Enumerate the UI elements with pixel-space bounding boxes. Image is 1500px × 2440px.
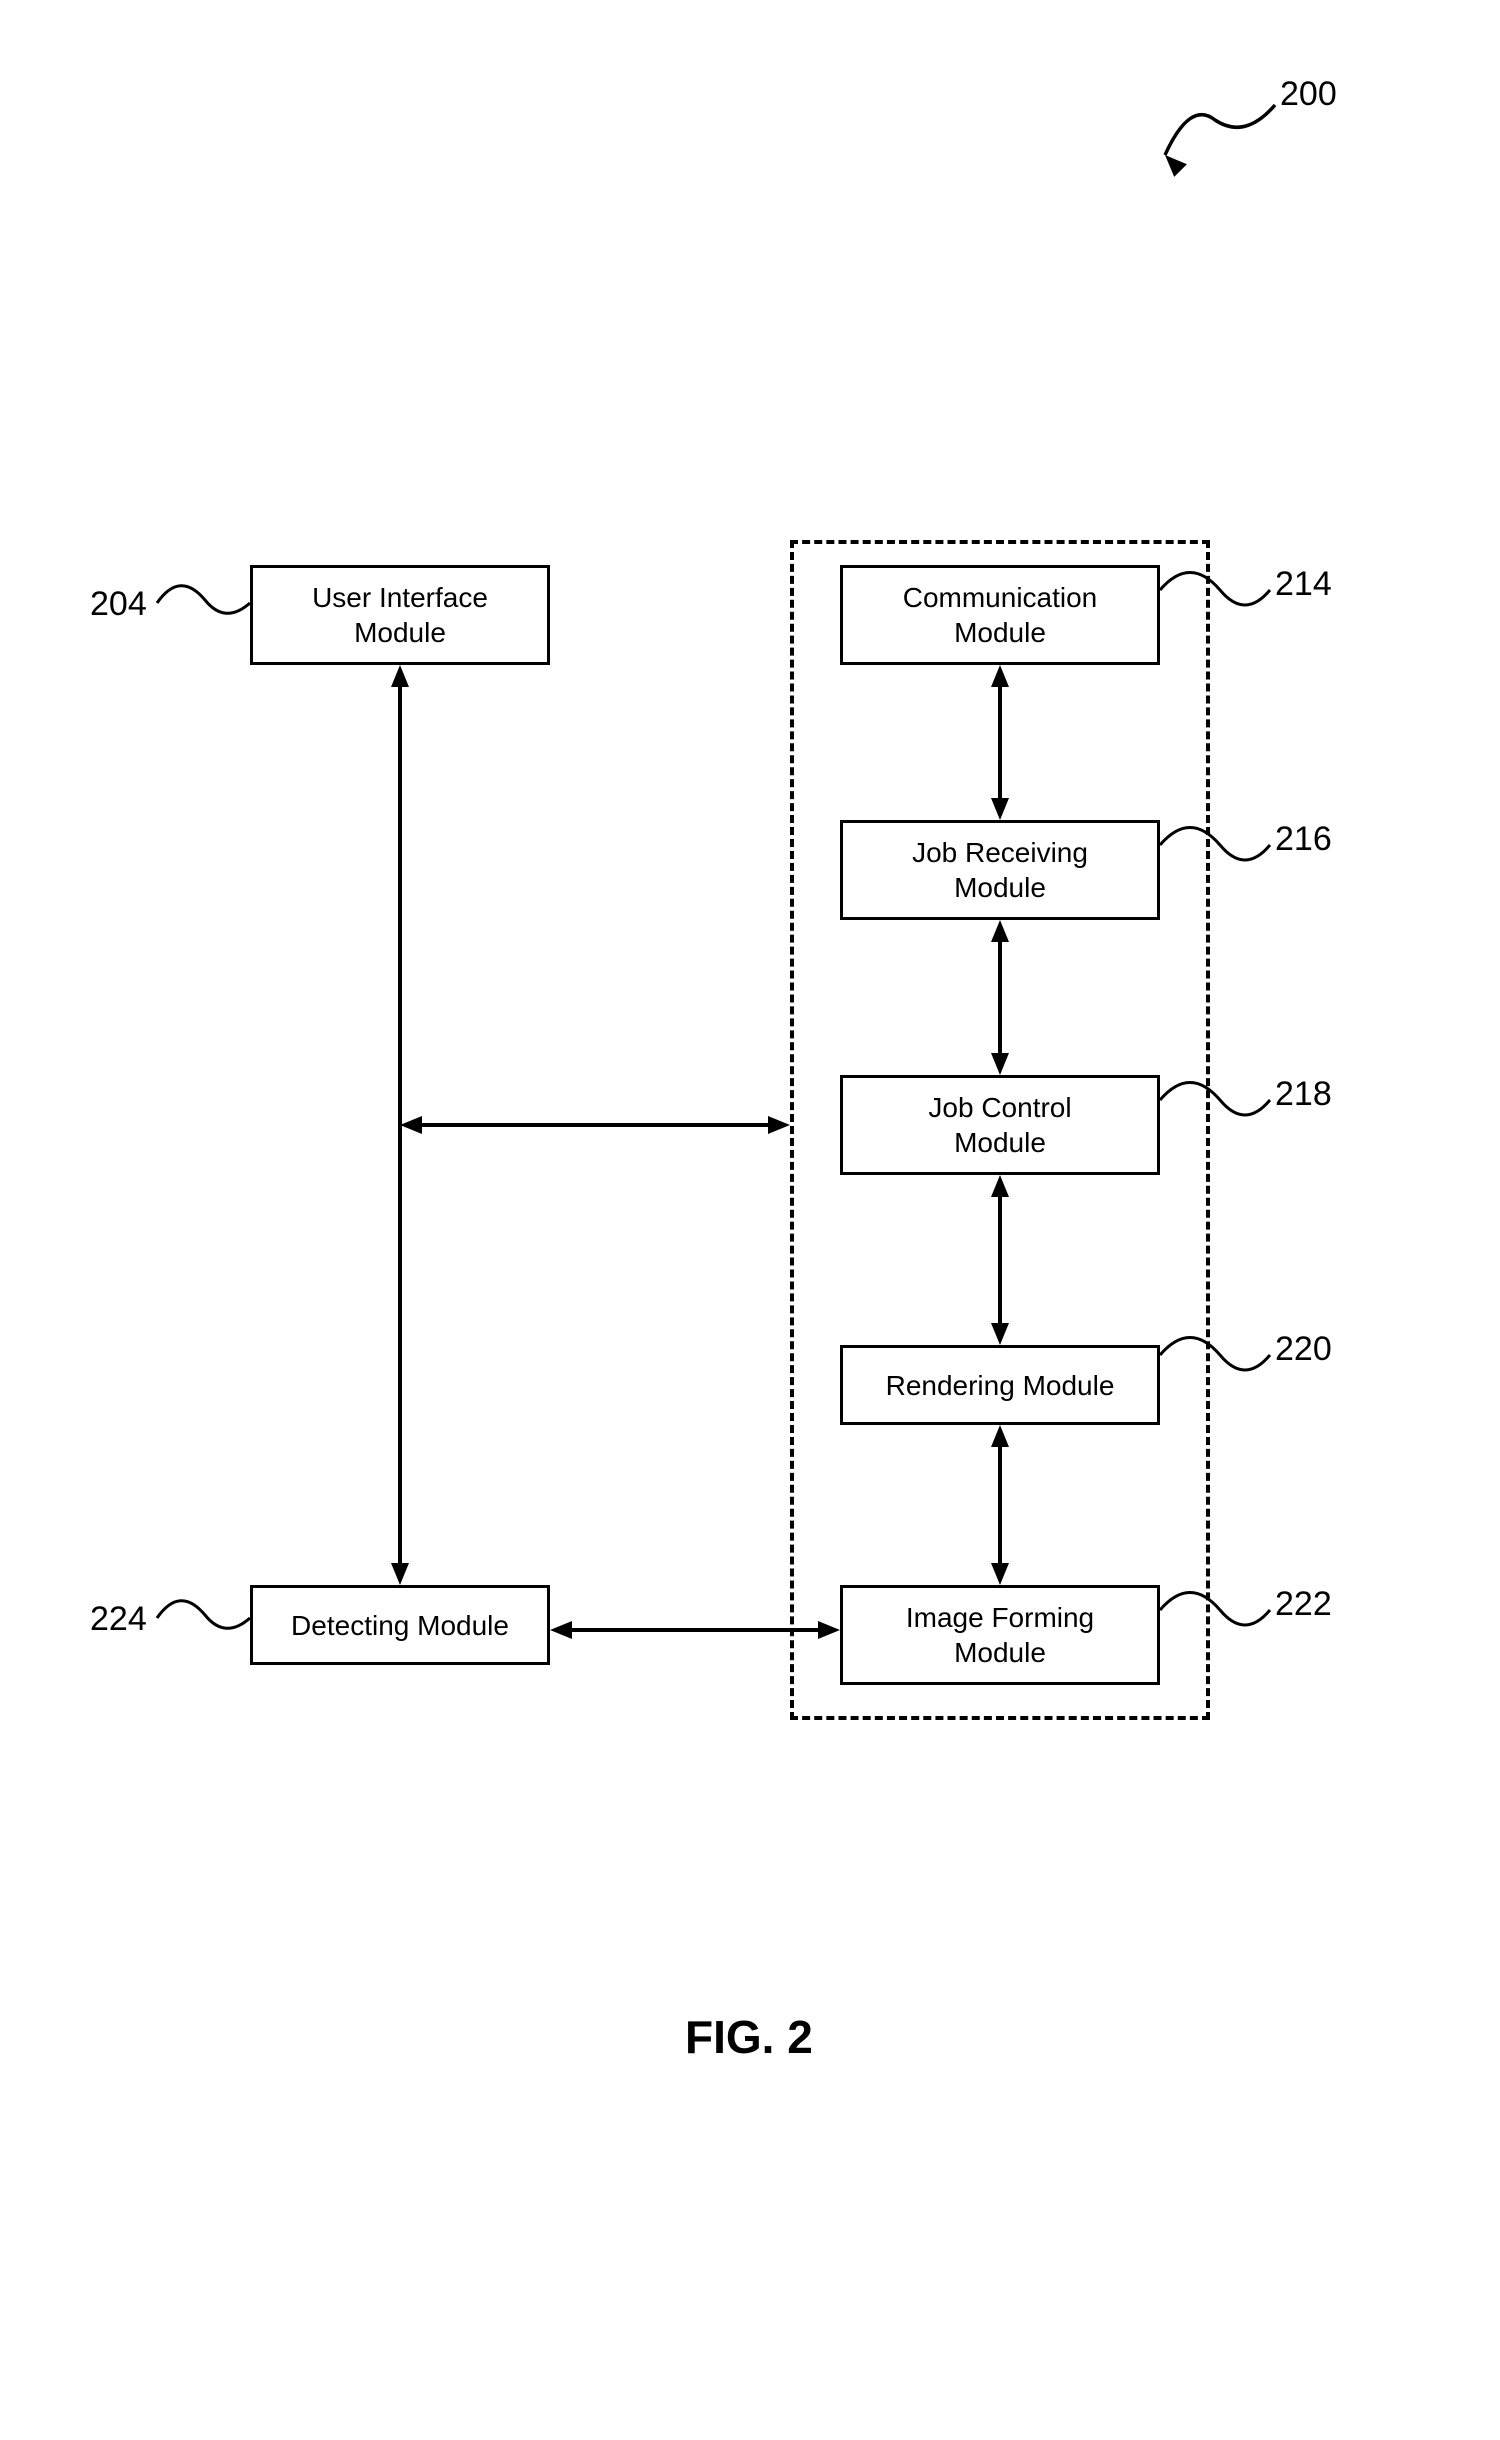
detecting-module-label-l1: Detecting Module: [291, 1610, 509, 1641]
job-control-module-label-l2: Module: [954, 1127, 1046, 1158]
job-receiving-module-label-l2: Module: [954, 872, 1046, 903]
diagram-canvas: User Interface Module Detecting Module C…: [0, 0, 1500, 2440]
ref-200: 200: [1280, 75, 1337, 114]
communication-module-label-l1: Communication: [903, 582, 1098, 613]
detecting-module-box: Detecting Module: [250, 1585, 550, 1665]
ref-218: 218: [1275, 1075, 1332, 1114]
job-control-module-box: Job Control Module: [840, 1075, 1160, 1175]
communication-module-box: Communication Module: [840, 565, 1160, 665]
rendering-module-label-l1: Rendering Module: [886, 1370, 1115, 1401]
job-control-module-label-l1: Job Control: [928, 1092, 1071, 1123]
user-interface-module-label-l1: User Interface: [312, 582, 488, 613]
connector-overlay: [0, 0, 1500, 2440]
image-forming-module-label-l1: Image Forming: [906, 1602, 1094, 1633]
ref-204: 204: [90, 585, 147, 624]
ref-216: 216: [1275, 820, 1332, 859]
user-interface-module-label-l2: Module: [354, 617, 446, 648]
job-receiving-module-label-l1: Job Receiving: [912, 837, 1088, 868]
image-forming-module-box: Image Forming Module: [840, 1585, 1160, 1685]
rendering-module-box: Rendering Module: [840, 1345, 1160, 1425]
ref-224: 224: [90, 1600, 147, 1639]
ref-214: 214: [1275, 565, 1332, 604]
image-forming-module-label-l2: Module: [954, 1637, 1046, 1668]
user-interface-module-box: User Interface Module: [250, 565, 550, 665]
ref-222: 222: [1275, 1585, 1332, 1624]
communication-module-label-l2: Module: [954, 617, 1046, 648]
figure-caption: FIG. 2: [685, 2010, 813, 2064]
job-receiving-module-box: Job Receiving Module: [840, 820, 1160, 920]
ref-220: 220: [1275, 1330, 1332, 1369]
